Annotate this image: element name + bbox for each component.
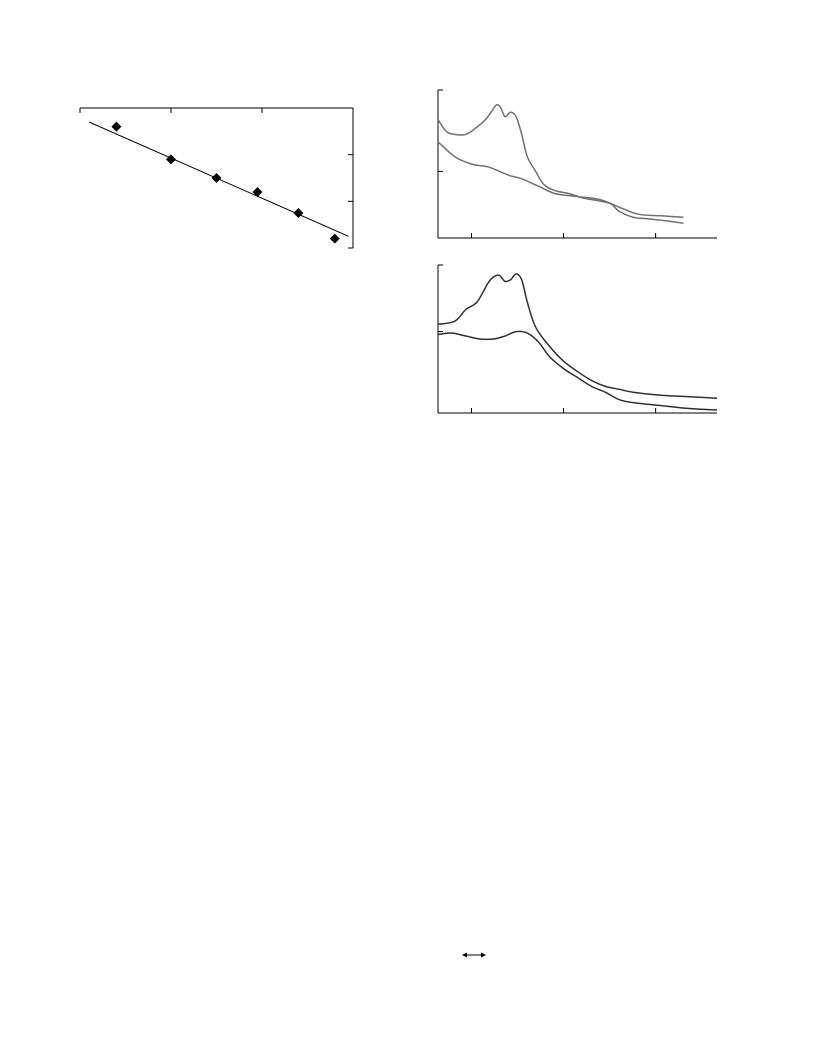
data-point-4 <box>293 208 304 218</box>
double-arrow-icon <box>462 952 486 958</box>
bottom-spectrum-series-0 <box>437 273 718 399</box>
data-point-5 <box>329 233 340 244</box>
scatter-chart <box>79 107 354 249</box>
spectrum-chart-bottom <box>437 264 718 414</box>
data-point-1 <box>166 154 176 165</box>
data-point-2 <box>211 173 222 183</box>
top-spectrum-series-0 <box>437 103 684 224</box>
spectrum-chart-top <box>437 89 717 239</box>
top-spectrum-series-1 <box>437 141 684 219</box>
data-point-3 <box>252 187 263 197</box>
data-point-0 <box>111 121 122 132</box>
bottom-spectrum-series-1 <box>437 330 718 411</box>
